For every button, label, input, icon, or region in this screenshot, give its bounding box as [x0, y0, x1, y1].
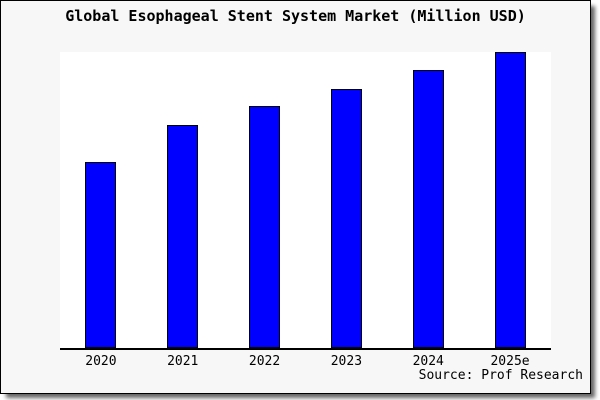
bar-slot-2020 [60, 52, 142, 348]
source-credit: Source: Prof Research [418, 368, 583, 383]
x-tick-label-2021: 2021 [167, 354, 199, 369]
x-axis-labels: 2020 2021 2022 2023 2024 2025e [60, 354, 551, 369]
bar-slot-2021 [142, 52, 224, 348]
x-tick-label-2023: 2023 [330, 354, 363, 369]
x-tick-label-2025e: 2025e [490, 354, 530, 369]
bar-slot-2025e [469, 52, 551, 348]
x-tick-label-2022: 2022 [248, 354, 281, 369]
bar-2024 [412, 69, 444, 348]
bar-2022 [249, 106, 281, 348]
plot-area [60, 52, 551, 350]
bar-slot-2022 [224, 52, 306, 348]
bar-slot-2023 [305, 52, 387, 348]
x-tick-label-2024: 2024 [412, 354, 444, 369]
bar-2020 [85, 161, 117, 348]
x-tick-label-2020: 2020 [85, 354, 117, 369]
bar-2021 [167, 125, 199, 348]
bar-slot-2024 [387, 52, 469, 348]
chart-frame: Global Esophageal Stent System Market (M… [0, 0, 591, 394]
bar-2025e [494, 52, 526, 348]
bar-2023 [330, 88, 362, 348]
chart-title: Global Esophageal Stent System Market (M… [65, 7, 526, 25]
